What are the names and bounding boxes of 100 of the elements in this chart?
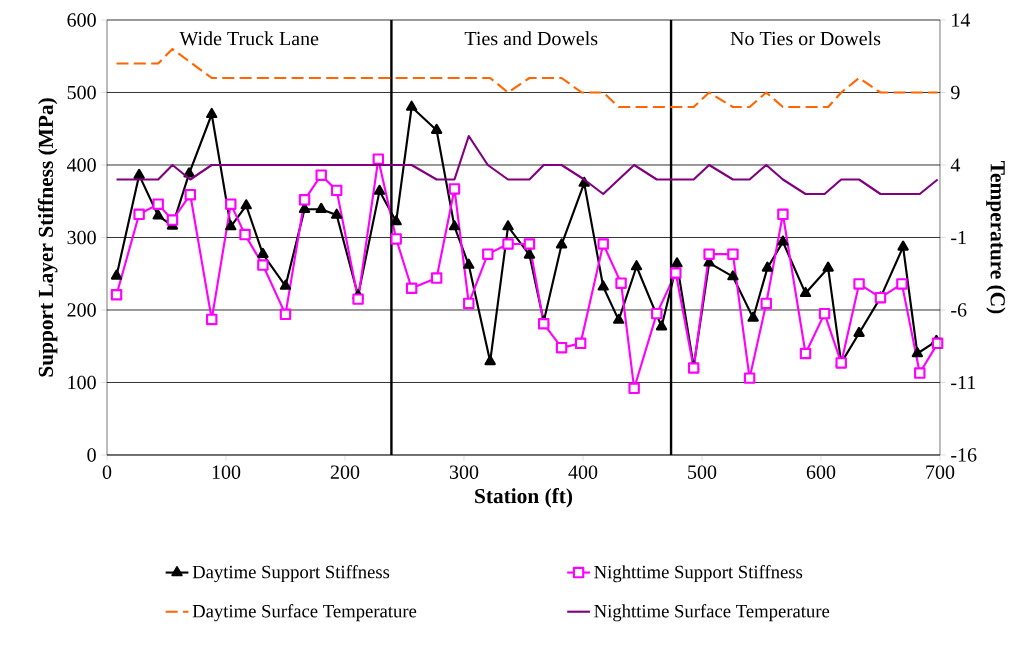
line-series [115,134,939,196]
y2-tick-label: 14 [952,13,971,27]
point [257,259,269,271]
point [225,220,237,231]
point [574,337,587,350]
point [799,347,812,360]
point [703,248,715,260]
point [405,282,418,294]
point [597,280,609,291]
point [822,261,834,272]
point [727,270,739,281]
point [897,240,909,251]
y-tick-label: 400 [67,158,96,172]
point [615,277,627,289]
point [555,341,568,354]
point [463,297,475,310]
point [430,272,443,284]
x-tick-label: 0 [102,465,112,479]
x-tick-label: 200 [330,465,360,479]
point [597,238,609,250]
point [390,233,402,245]
point [448,220,461,231]
y-axis-title: Support Layer Stiffness (MPa) [37,98,58,377]
point [502,220,514,231]
point [655,320,668,331]
y2-tick-label: -11 [951,375,976,390]
point [743,372,756,384]
point [315,202,327,213]
y2-tick-label: -16 [951,448,977,462]
point [537,318,550,330]
point [298,194,311,206]
point [747,311,759,322]
legend-label: Daytime Surface Temperature [192,604,417,622]
point [911,347,924,358]
point [555,238,568,249]
point [853,278,865,290]
y-tick-label: 300 [67,230,96,245]
point [240,199,252,210]
point [482,248,494,260]
point [484,355,496,366]
point [205,313,218,326]
point [523,248,536,259]
y-tick-label: 600 [67,13,96,27]
y-tick-label: 100 [68,375,96,390]
point [152,198,164,210]
y2-tick-label: 9 [951,85,960,100]
point [166,214,179,226]
legend-label: Daytime Support Stiffness [192,564,390,583]
point [799,286,812,298]
point [315,169,327,181]
point [463,258,475,269]
y-tick-label: 500 [67,85,96,100]
point [727,248,739,260]
x-tick-label: 400 [568,465,598,479]
point [760,297,772,310]
point [914,367,926,379]
point [761,261,774,272]
point [390,215,402,226]
y2-axis-title: Temperature (C) [986,161,1006,314]
point [405,100,418,111]
point [225,198,237,210]
x-axis-title: Station (ft) [475,488,573,508]
y2-tick-label: -1 [951,230,966,245]
point [373,184,386,195]
annotation: Ties and Dowels [464,31,598,46]
point [853,326,865,337]
point [630,260,643,271]
point [448,183,461,195]
point [110,269,123,280]
point [279,308,292,321]
x-tick-label: 500 [688,465,717,479]
point [257,247,269,258]
point [777,208,789,221]
legend-label: Nighttime Surface Temperature [594,604,830,622]
point [651,307,663,320]
point [613,313,625,324]
point [184,188,197,201]
point [523,238,536,250]
y2-tick-label: -6 [951,303,967,317]
point [133,208,145,221]
point [777,235,789,246]
x-tick-label: 700 [926,465,955,479]
point [279,279,292,290]
x-tick-label: 100 [212,465,241,479]
point [206,107,218,118]
legend-label: Nighttime Support Stiffness [594,564,803,583]
x-tick-label: 600 [806,465,836,479]
annotation: No Ties or Dowels [730,31,881,46]
y2-tick-label: 4 [950,158,961,172]
point [330,184,343,197]
point [628,382,640,395]
point [372,153,385,165]
point [352,293,364,305]
annotation: Wide Truck Lane [179,31,319,46]
point [896,278,908,290]
point [239,228,251,241]
point [152,209,164,220]
point [502,238,514,250]
point [670,267,682,279]
point [671,257,683,268]
